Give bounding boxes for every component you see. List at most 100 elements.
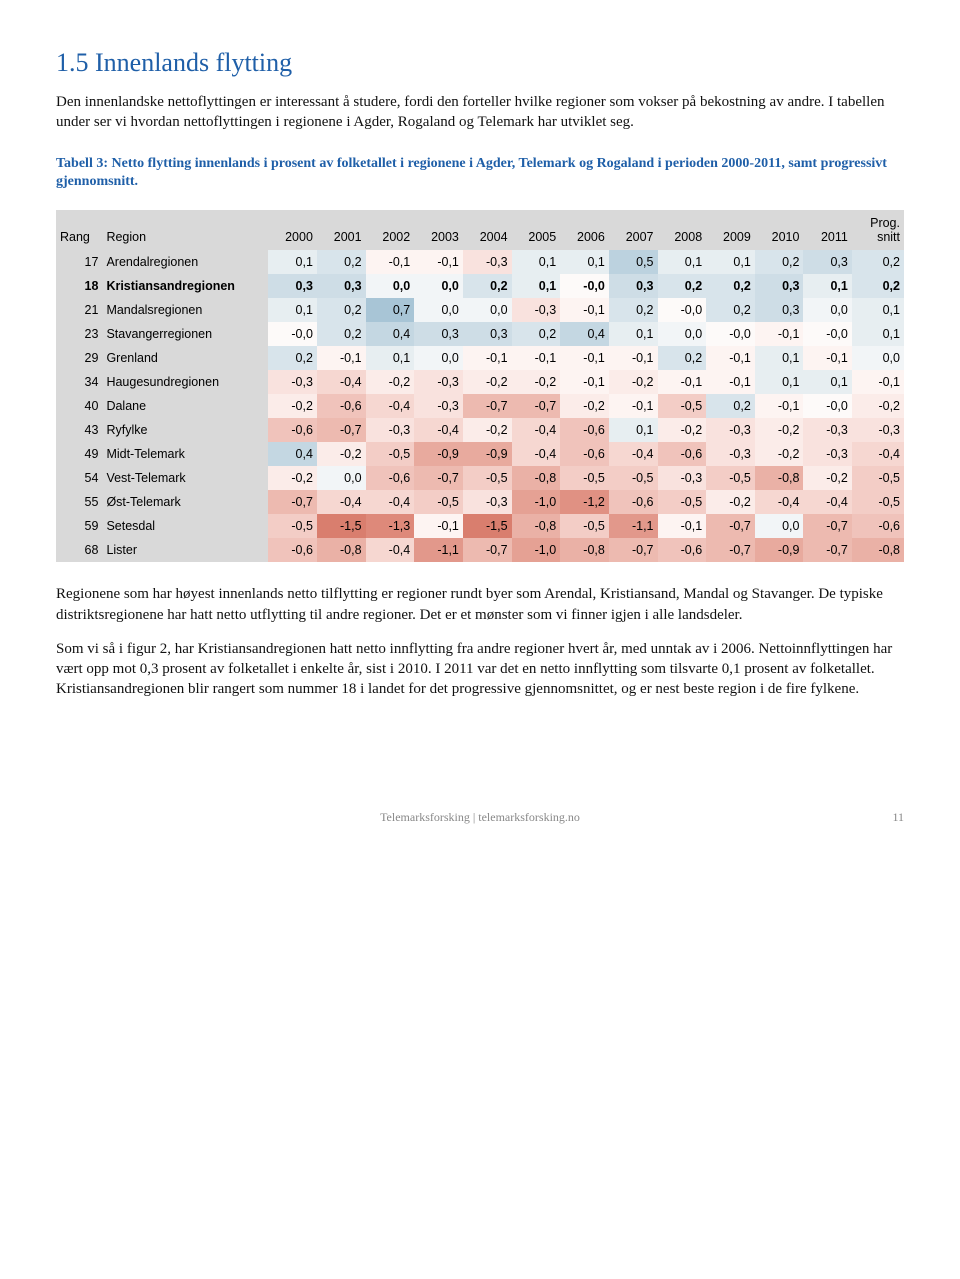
table-row: 23Stavangerregionen-0,00,20,40,30,30,20,… xyxy=(56,322,904,346)
cell-value: -0,7 xyxy=(803,538,851,562)
footer-text: Telemarksforsking | telemarksforsking.no xyxy=(380,810,580,824)
cell-value: -0,7 xyxy=(706,514,755,538)
cell-value: -0,2 xyxy=(317,442,366,466)
cell-value: -0,3 xyxy=(706,418,755,442)
table-header: RangRegion200020012002200320042005200620… xyxy=(56,210,904,250)
cell-value: 0,1 xyxy=(852,298,904,322)
cell-rang: 55 xyxy=(56,490,102,514)
cell-value: -0,2 xyxy=(463,418,512,442)
intro-paragraph-1: Den innenlandske nettoflyttingen er inte… xyxy=(56,92,904,133)
table-caption: Tabell 3: Netto flytting innenlands i pr… xyxy=(56,155,904,193)
cell-value: -0,6 xyxy=(560,418,609,442)
cell-value: -1,1 xyxy=(609,514,658,538)
cell-rang: 23 xyxy=(56,322,102,346)
cell-region: Mandalsregionen xyxy=(102,298,268,322)
cell-value: 0,2 xyxy=(706,394,755,418)
column-header: 2003 xyxy=(414,210,463,250)
cell-value: -0,1 xyxy=(366,250,415,274)
cell-value: 0,1 xyxy=(803,274,851,298)
cell-value: -1,5 xyxy=(463,514,512,538)
cell-region: Setesdal xyxy=(102,514,268,538)
cell-value: -0,1 xyxy=(560,298,609,322)
cell-value: -0,7 xyxy=(706,538,755,562)
cell-value: -0,1 xyxy=(803,346,851,370)
cell-value: -0,3 xyxy=(803,442,851,466)
cell-value: -0,4 xyxy=(803,490,851,514)
table-row: 21Mandalsregionen0,10,20,70,00,0-0,3-0,1… xyxy=(56,298,904,322)
column-header: Rang xyxy=(56,210,102,250)
column-header: 2005 xyxy=(512,210,561,250)
cell-value: -0,3 xyxy=(463,490,512,514)
cell-value: 0,1 xyxy=(366,346,415,370)
cell-value: -1,5 xyxy=(317,514,366,538)
cell-rang: 18 xyxy=(56,274,102,298)
cell-value: -0,4 xyxy=(755,490,804,514)
cell-value: -0,4 xyxy=(317,490,366,514)
cell-value: 0,2 xyxy=(317,298,366,322)
cell-value: -0,0 xyxy=(658,298,707,322)
cell-region: Grenland xyxy=(102,346,268,370)
cell-rang: 40 xyxy=(56,394,102,418)
cell-value: 0,1 xyxy=(512,274,561,298)
cell-value: 0,4 xyxy=(560,322,609,346)
table-row: 54Vest-Telemark-0,20,0-0,6-0,7-0,5-0,8-0… xyxy=(56,466,904,490)
cell-value: -0,6 xyxy=(268,538,317,562)
cell-value: -0,4 xyxy=(512,418,561,442)
cell-value: 0,1 xyxy=(852,322,904,346)
cell-value: -0,3 xyxy=(512,298,561,322)
cell-region: Lister xyxy=(102,538,268,562)
cell-value: -0,6 xyxy=(560,442,609,466)
cell-value: -0,4 xyxy=(366,490,415,514)
cell-value: -0,6 xyxy=(658,538,707,562)
cell-value: 0,1 xyxy=(609,418,658,442)
cell-value: -0,5 xyxy=(658,394,707,418)
cell-value: -0,2 xyxy=(560,394,609,418)
cell-value: -0,6 xyxy=(609,490,658,514)
cell-value: -0,3 xyxy=(803,418,851,442)
table-row: 59Setesdal-0,5-1,5-1,3-0,1-1,5-0,8-0,5-1… xyxy=(56,514,904,538)
cell-value: 0,2 xyxy=(268,346,317,370)
cell-value: 0,1 xyxy=(560,250,609,274)
column-header: 2011 xyxy=(803,210,851,250)
cell-value: -0,9 xyxy=(414,442,463,466)
cell-rang: 29 xyxy=(56,346,102,370)
cell-value: 0,3 xyxy=(268,274,317,298)
cell-value: -0,5 xyxy=(609,466,658,490)
table-row: 17Arendalregionen0,10,2-0,1-0,1-0,30,10,… xyxy=(56,250,904,274)
cell-value: -0,5 xyxy=(560,466,609,490)
cell-value: -0,8 xyxy=(755,466,804,490)
column-header: 2009 xyxy=(706,210,755,250)
cell-value: -0,5 xyxy=(463,466,512,490)
cell-value: -0,4 xyxy=(317,370,366,394)
cell-value: -0,8 xyxy=(317,538,366,562)
cell-value: -0,5 xyxy=(268,514,317,538)
cell-value: 0,2 xyxy=(706,274,755,298)
cell-value: -0,5 xyxy=(414,490,463,514)
cell-rang: 43 xyxy=(56,418,102,442)
cell-value: -0,2 xyxy=(658,418,707,442)
cell-value: -0,1 xyxy=(560,346,609,370)
cell-value: 0,2 xyxy=(755,250,804,274)
cell-value: -0,6 xyxy=(268,418,317,442)
cell-value: -0,5 xyxy=(852,490,904,514)
cell-value: -0,1 xyxy=(463,346,512,370)
cell-value: -0,3 xyxy=(366,418,415,442)
cell-value: -0,2 xyxy=(268,394,317,418)
cell-value: -0,4 xyxy=(366,394,415,418)
cell-region: Haugesundregionen xyxy=(102,370,268,394)
cell-value: -0,1 xyxy=(658,514,707,538)
cell-value: 0,5 xyxy=(609,250,658,274)
cell-value: -0,1 xyxy=(560,370,609,394)
cell-value: -0,2 xyxy=(366,370,415,394)
cell-value: -0,2 xyxy=(512,370,561,394)
cell-value: -0,4 xyxy=(512,442,561,466)
cell-value: -0,1 xyxy=(317,346,366,370)
cell-value: -0,7 xyxy=(803,514,851,538)
cell-region: Midt-Telemark xyxy=(102,442,268,466)
cell-value: -0,7 xyxy=(463,538,512,562)
cell-value: 0,0 xyxy=(414,274,463,298)
cell-value: -0,5 xyxy=(852,466,904,490)
cell-value: -0,3 xyxy=(463,250,512,274)
cell-value: 0,3 xyxy=(755,298,804,322)
cell-value: -0,2 xyxy=(803,466,851,490)
